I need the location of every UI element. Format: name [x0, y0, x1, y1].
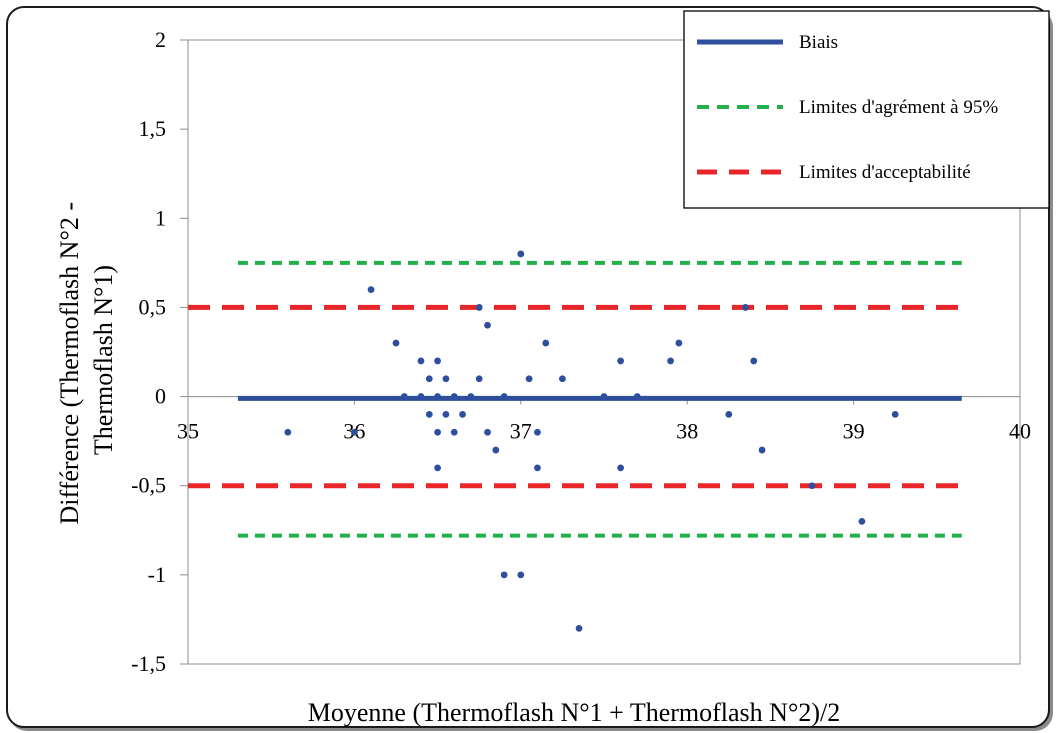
data-point: [525, 375, 533, 383]
plot-area: [187, 39, 1021, 665]
data-point: [417, 393, 425, 400]
data-point: [392, 339, 400, 347]
data-point: [442, 375, 450, 383]
y-axis-title-line-1: Différence (Thermoflash N°2 -: [55, 202, 84, 525]
data-point: [617, 357, 625, 365]
data-point: [434, 428, 441, 436]
data-point: [425, 411, 433, 418]
x-tick-label: 40: [1009, 419, 1031, 444]
y-axis: 2 1,5 1 0,5 0 -0,5 -1 -1,5: [131, 27, 188, 676]
y-tick-label: 0: [155, 384, 166, 409]
y-tick-label: 0,5: [139, 294, 167, 319]
data-point: [459, 411, 466, 418]
x-tick-label: 38: [676, 419, 698, 444]
data-point: [517, 571, 525, 579]
data-point: [517, 250, 525, 258]
legend-label-limites-d-agrement-a-95: Limites d'agrément à 95%: [799, 97, 998, 118]
data-point: [633, 393, 641, 400]
data-point: [434, 393, 441, 400]
data-point: [725, 411, 733, 418]
y-tick-label: 1: [155, 205, 166, 230]
data-point: [675, 339, 683, 347]
data-point: [467, 393, 475, 400]
y-axis-title-line-2: Thermoflash N°1): [89, 265, 118, 455]
x-axis: 353637383940: [177, 396, 1031, 444]
data-point: [434, 357, 441, 365]
data-point: [667, 357, 674, 365]
data-point: [475, 304, 483, 311]
data-point: [500, 571, 508, 579]
data-point: [808, 482, 816, 490]
svg-text:Différence (Thermoflash N°2 -: Différence (Thermoflash N°2 - Thermoflas…: [55, 196, 118, 525]
data-point: [534, 464, 541, 472]
data-point: [425, 375, 433, 383]
reference-lines: [188, 260, 962, 538]
data-point: [400, 393, 408, 400]
y-tick-label: -1: [148, 562, 166, 587]
legend: Biais Limites d'agrément à 95% Limites d'a…: [683, 10, 1050, 209]
data-point: [891, 411, 899, 418]
data-point: [534, 428, 541, 436]
data-point: [600, 393, 608, 400]
data-point: [858, 517, 866, 525]
data-point: [284, 428, 292, 436]
x-tick-label: 39: [843, 419, 865, 444]
data-point: [351, 428, 358, 436]
y-axis-title: Différence (Thermoflash N°2 - Thermoflas…: [55, 196, 118, 525]
data-point: [417, 357, 425, 365]
y-tick-label: -0,5: [131, 473, 166, 498]
data-point: [442, 411, 450, 418]
data-point: [434, 464, 441, 472]
data-point: [450, 428, 458, 436]
y-tick-label: -1,5: [131, 651, 166, 676]
data-point: [750, 357, 758, 365]
data-point: [758, 446, 766, 454]
data-point: [492, 446, 500, 454]
y-tick-label: 1,5: [139, 116, 167, 141]
data-point: [542, 339, 550, 347]
data-point: [450, 393, 458, 400]
data-point: [484, 321, 491, 329]
data-point: [475, 375, 483, 383]
data-point: [575, 624, 583, 632]
x-axis-title: Moyenne (Thermoflash N°1 + Thermoflash N…: [308, 698, 840, 727]
data-point: [617, 464, 625, 472]
data-point: [559, 375, 566, 383]
data-points: [284, 250, 899, 632]
x-tick-label: 37: [510, 419, 532, 444]
y-tick-label: 2: [155, 27, 166, 52]
x-tick-label: 35: [177, 419, 199, 444]
data-point: [742, 304, 749, 311]
plot-border: [187, 39, 1021, 665]
data-point: [367, 286, 375, 293]
legend-label-biais: Biais: [799, 32, 838, 53]
legend-label-limites-d-acceptabilite: Limites d'acceptabilité: [799, 162, 971, 183]
data-point: [500, 393, 508, 400]
data-point: [484, 428, 491, 436]
